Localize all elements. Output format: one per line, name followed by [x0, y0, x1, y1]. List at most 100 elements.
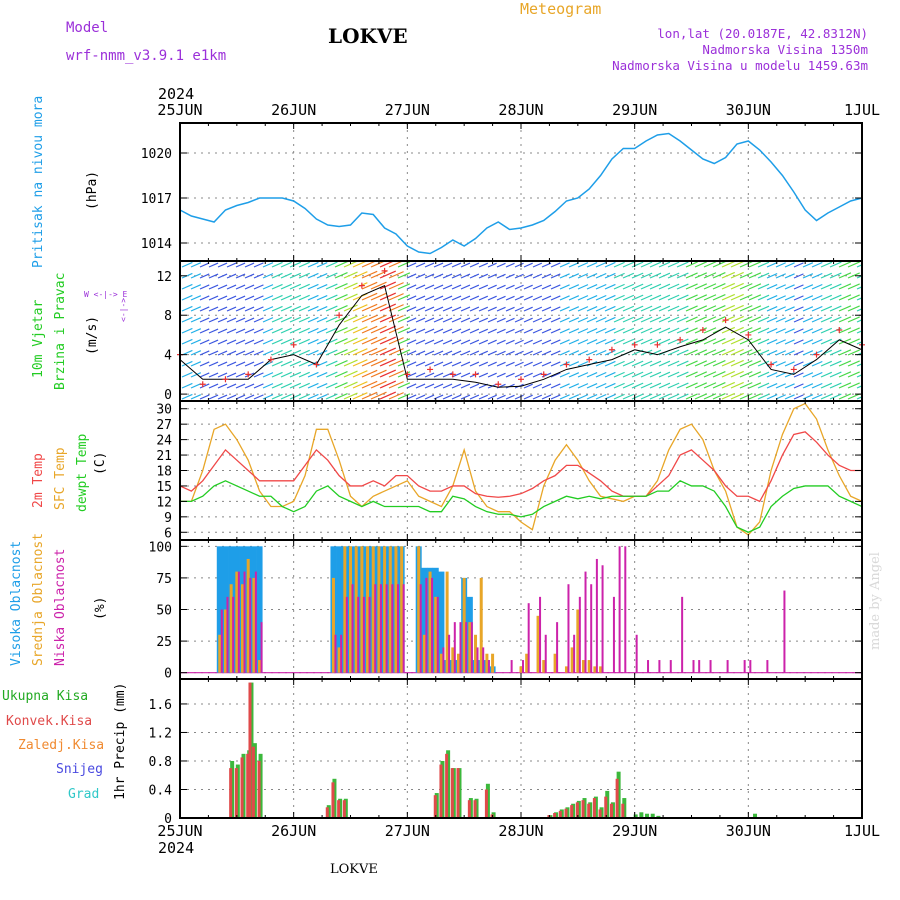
wind-barb — [424, 350, 435, 356]
wind-barb — [676, 371, 689, 378]
wind-barb — [559, 273, 570, 279]
precip-conv-label: Konvek.Kisa — [6, 714, 92, 729]
wind-barb — [757, 261, 770, 268]
wind-barb — [289, 261, 302, 268]
cloud-low-bar — [635, 634, 638, 673]
wind-barb — [496, 295, 506, 301]
wind-barb — [415, 361, 426, 367]
wind-barb — [289, 382, 302, 389]
wind-gust-mark — [586, 356, 593, 363]
wind-barb — [676, 316, 689, 323]
wind-barb — [838, 360, 852, 367]
wind-barb — [829, 261, 842, 268]
y-tick-label: 12 — [156, 270, 172, 285]
wind-barb — [784, 306, 795, 312]
wind-barb — [658, 327, 671, 334]
wind-barb — [568, 317, 580, 323]
cloud-low-bar — [709, 660, 712, 673]
y-tick-label: 12 — [156, 495, 172, 510]
wind-barb — [730, 282, 744, 290]
wind-barb — [649, 294, 662, 301]
wind-gust-mark — [790, 366, 797, 373]
cloud-mid-bar — [439, 653, 443, 673]
wind-barb — [721, 315, 735, 323]
wind-barb — [226, 273, 237, 279]
wind-barb — [388, 304, 404, 312]
wind-barb — [298, 272, 310, 279]
wind-barb — [226, 350, 237, 356]
wind-barb — [523, 317, 533, 323]
wind-barb — [442, 273, 453, 279]
precip-convective-bar — [234, 768, 238, 818]
wind-barb — [478, 361, 489, 367]
wind-barb — [181, 360, 193, 367]
wind-barb — [190, 339, 202, 345]
wind-barb — [433, 372, 444, 378]
wind-barb — [730, 370, 744, 378]
cloud-mid-bar — [349, 546, 352, 673]
wind-barb — [424, 328, 435, 334]
wind-barb — [244, 273, 255, 279]
wind-barb — [622, 294, 635, 301]
wind-barb — [622, 382, 635, 389]
time-label-bottom: 1JUL — [844, 822, 880, 840]
wind-barb — [451, 383, 462, 389]
wind-barb — [559, 317, 570, 323]
wind-barb — [442, 295, 453, 301]
wind-barb — [271, 283, 283, 290]
wind-barb — [685, 283, 698, 290]
wind-barb — [685, 327, 698, 334]
wind-barb — [406, 372, 417, 378]
precip-convective-bar — [331, 782, 335, 818]
cloud-mid-bar — [241, 584, 245, 673]
wind-barb — [253, 372, 264, 378]
wind-barb — [370, 325, 387, 334]
wind-barb — [325, 349, 338, 356]
wind-barb — [739, 371, 753, 378]
wind-barb — [226, 328, 237, 334]
wind-barb — [334, 381, 348, 389]
wind-barb — [298, 316, 310, 323]
wind-barb — [712, 283, 726, 290]
wind-barb — [460, 295, 471, 301]
wind-barb — [280, 305, 292, 312]
wind-barb — [550, 350, 561, 356]
wind-barb — [307, 338, 319, 345]
wind-barb — [208, 394, 219, 400]
wind-barb — [748, 261, 762, 268]
year-top: 2024 — [158, 85, 194, 103]
wind-barb — [667, 261, 680, 268]
wind-barb — [478, 317, 489, 323]
precip-convective-bar — [240, 757, 244, 818]
wind-barb — [487, 273, 497, 279]
wind-barb — [199, 295, 210, 301]
cloud-mid-bar — [451, 647, 455, 673]
precip-convective-bar — [257, 760, 261, 818]
wind-barb — [496, 306, 506, 312]
cloud-low-bar — [431, 577, 434, 673]
wind-barb — [370, 314, 387, 323]
wind-barb — [667, 283, 680, 290]
wind-barb — [208, 295, 219, 301]
precip-total-bar — [639, 812, 644, 818]
wind-barb — [586, 284, 598, 290]
wind-barb — [685, 393, 698, 400]
wind-barb — [469, 317, 480, 323]
wind-barb — [460, 306, 471, 312]
wind-barb — [793, 361, 804, 367]
cloud-low-bar — [237, 571, 240, 673]
wind-barb — [775, 295, 786, 301]
wind-barb — [433, 317, 444, 323]
wind-barb — [397, 327, 411, 334]
wind-barb — [811, 393, 823, 400]
wind-barb — [397, 338, 411, 345]
wind-barb — [523, 262, 533, 268]
wind-barb — [748, 393, 762, 400]
wind-barb — [775, 262, 786, 268]
wind-barb — [343, 337, 358, 345]
precip-convective-bar — [456, 768, 460, 818]
precip-unit: 1hr Precip (mm) — [113, 683, 128, 800]
cloud-mid-bar — [331, 577, 335, 673]
wind-barb — [559, 339, 570, 345]
wind-barb — [316, 360, 328, 367]
